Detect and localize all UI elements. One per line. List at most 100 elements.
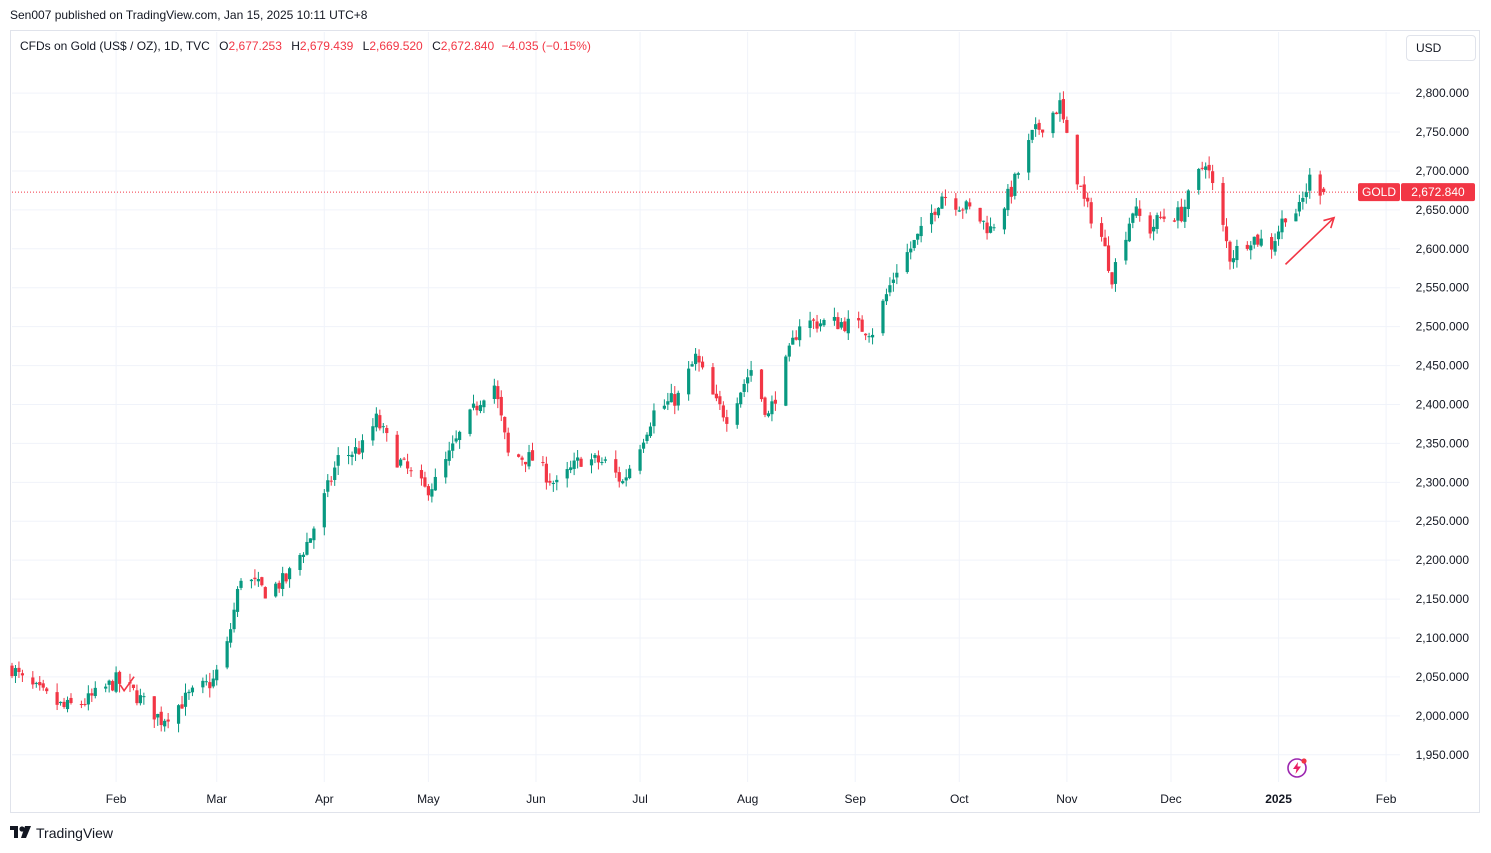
flash-icon[interactable] [1286,757,1308,779]
candle-body [763,397,767,415]
candle-body [208,682,212,689]
candle-body [41,683,45,688]
candle-body [62,701,66,708]
candle-body [541,462,545,464]
candle-body [395,434,399,468]
candle-body [787,345,791,357]
candle-body [204,681,208,683]
x-tick-label: 2025 [1265,792,1292,806]
candle-body [576,457,580,461]
currency-button[interactable]: USD [1406,35,1476,61]
candle-body [263,587,267,599]
x-tick-label: Aug [737,792,758,806]
candle-body [1207,164,1211,171]
candle-body [211,678,215,687]
candle-body [1127,223,1131,242]
candle-body [458,431,462,441]
candle-body [69,697,73,704]
candle-body [104,686,108,689]
candle-body [385,427,389,434]
open-value: 2,677.253 [228,39,282,53]
candle-body [322,493,326,528]
candle-body [381,426,385,428]
candle-body [1113,262,1118,284]
x-tick-label: Jul [632,792,647,806]
candle-body [888,285,892,293]
candle-body [628,468,632,479]
candle-body [666,401,670,405]
chart-frame[interactable] [10,30,1480,813]
candle-body [1176,207,1180,221]
candle-body [548,480,552,483]
candle-body [857,317,861,321]
candle-body [725,417,729,424]
y-tick-label: 2,150.000 [1416,592,1470,606]
x-tick-label: Feb [106,792,127,806]
y-tick-label: 2,300.000 [1416,475,1470,489]
candle-body [83,703,87,705]
candle-body [1037,122,1041,130]
candle-body [617,472,621,482]
candle-body [520,457,524,460]
candle-body [891,279,895,283]
candle-body [405,461,410,469]
candle-body [444,459,448,478]
candle-body [152,696,156,720]
candle-body [909,248,913,253]
candle-body [298,555,302,571]
candle-body [163,720,167,727]
tradingview-brand[interactable]: TradingView [10,825,113,841]
candle-body [1162,216,1166,219]
candle-body [614,459,618,473]
y-tick-label: 2,450.000 [1416,359,1470,373]
candle-body [1179,206,1183,222]
x-tick-label: Feb [1376,792,1397,806]
chart-annotations [119,216,1336,693]
candle-body [1294,213,1298,222]
candle-body [253,577,257,580]
candle-body [1308,174,1312,191]
candle-body [1318,174,1322,196]
candle-body [687,368,691,395]
candle-body [45,688,49,692]
candle-body [711,367,715,395]
candle-body [114,672,118,692]
candle-body [378,415,382,429]
high-label: H [291,39,300,53]
candle-body [288,568,292,580]
candle-body [1270,237,1274,250]
x-tick-label: Mar [206,792,227,806]
candle-body [1110,272,1114,285]
candle-body [1322,188,1326,193]
candle-body [506,432,510,453]
tradingview-logo-icon [10,825,32,841]
last-price-badge: GOLD 2,672.840 [1358,183,1475,202]
y-tick-label: 2,200.000 [1416,553,1470,567]
candle-body [1013,173,1017,196]
candle-body [346,455,351,457]
price-badge-bg [1401,183,1475,202]
candle-body [773,399,777,404]
low-value: 2,669.520 [369,39,423,53]
candle-body [180,704,184,709]
candle-body [555,479,559,483]
candle-body [1256,234,1260,245]
candle-body [31,677,35,685]
candle-body [468,409,472,434]
candle-body [832,316,836,321]
candle-body [600,462,604,464]
candle-body [1221,182,1225,225]
publisher-line: Sen007 published on TradingView.com, Jan… [10,8,368,22]
candle-body [589,459,594,466]
y-tick-label: 1,950.000 [1416,748,1470,762]
candle-body [1228,241,1232,262]
candle-body [721,405,725,418]
y-tick-label: 2,400.000 [1416,397,1470,411]
candle-body [475,405,479,411]
candle-body [187,691,191,694]
candle-body [1204,166,1208,170]
candle-body [478,405,483,412]
candle-body [131,684,136,689]
candle-body [1079,185,1083,187]
